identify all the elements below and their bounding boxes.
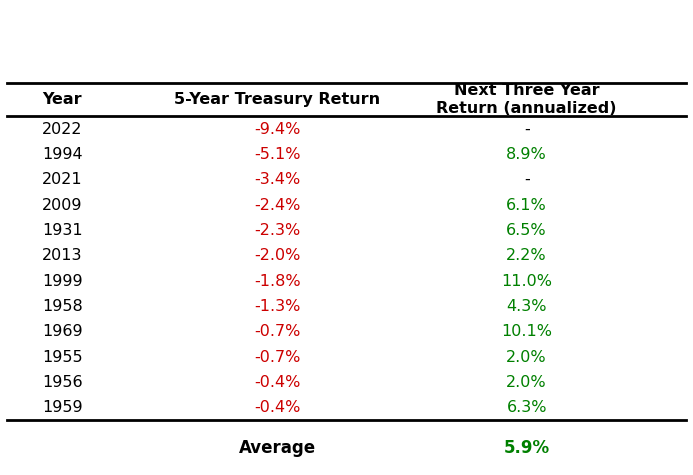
Text: 2.0%: 2.0% [507, 350, 547, 364]
Text: -2.3%: -2.3% [254, 223, 300, 238]
Text: 1958: 1958 [42, 299, 82, 314]
Text: -5.1%: -5.1% [254, 147, 301, 162]
Text: 4.3%: 4.3% [507, 299, 547, 314]
Text: -0.4%: -0.4% [254, 375, 300, 390]
Text: -0.4%: -0.4% [254, 400, 300, 415]
Text: 1956: 1956 [42, 375, 82, 390]
Text: -: - [524, 172, 529, 187]
Text: 2013: 2013 [42, 248, 82, 263]
Text: 1969: 1969 [42, 324, 82, 339]
Text: 5.9%: 5.9% [504, 439, 550, 456]
Text: -3.4%: -3.4% [254, 172, 300, 187]
Text: 6.1%: 6.1% [507, 198, 547, 212]
Text: 1931: 1931 [42, 223, 82, 238]
Text: 6.3%: 6.3% [507, 400, 547, 415]
Text: 8.9%: 8.9% [507, 147, 547, 162]
Text: -2.0%: -2.0% [254, 248, 300, 263]
Text: 11.0%: 11.0% [501, 274, 552, 288]
Text: -1.8%: -1.8% [254, 274, 301, 288]
Text: -9.4%: -9.4% [254, 122, 300, 136]
Text: -1.3%: -1.3% [254, 299, 300, 314]
Text: 1955: 1955 [42, 350, 82, 364]
Text: Average: Average [238, 439, 316, 456]
Text: 1994: 1994 [42, 147, 82, 162]
Text: 2022: 2022 [42, 122, 82, 136]
Text: 6.5%: 6.5% [507, 223, 547, 238]
Text: -2.4%: -2.4% [254, 198, 300, 212]
Text: 10.1%: 10.1% [501, 324, 552, 339]
Text: 1999: 1999 [42, 274, 82, 288]
Text: Year: Year [42, 92, 82, 107]
Text: 1959: 1959 [42, 400, 82, 415]
Text: 2021: 2021 [42, 172, 82, 187]
Text: -0.7%: -0.7% [254, 324, 300, 339]
Text: 2.0%: 2.0% [507, 375, 547, 390]
Text: Next Three Year
Return (annualized): Next Three Year Return (annualized) [437, 83, 617, 116]
Text: -0.7%: -0.7% [254, 350, 300, 364]
Text: 5-Year Treasury Return: 5-Year Treasury Return [174, 92, 380, 107]
Text: -: - [524, 122, 529, 136]
Text: 2009: 2009 [42, 198, 82, 212]
Text: 2.2%: 2.2% [507, 248, 547, 263]
